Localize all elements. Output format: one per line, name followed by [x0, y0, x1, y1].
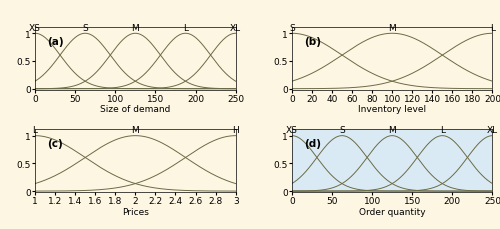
X-axis label: Prices: Prices — [122, 207, 149, 216]
Text: (a): (a) — [47, 36, 64, 46]
Text: XL: XL — [487, 125, 498, 134]
Text: M: M — [132, 24, 139, 33]
X-axis label: Order quantity: Order quantity — [359, 207, 426, 216]
Text: (b): (b) — [304, 36, 321, 46]
Text: XL: XL — [230, 24, 241, 33]
Text: L: L — [440, 125, 445, 134]
Text: S: S — [339, 125, 345, 134]
Text: (c): (c) — [47, 138, 63, 148]
Text: L: L — [32, 125, 38, 134]
X-axis label: Inventory level: Inventory level — [358, 105, 426, 114]
Text: L: L — [183, 24, 188, 33]
Text: S: S — [82, 24, 88, 33]
Text: XS: XS — [286, 125, 298, 134]
Text: M: M — [388, 125, 396, 134]
X-axis label: Size of demand: Size of demand — [100, 105, 170, 114]
Text: (d): (d) — [304, 138, 321, 148]
Text: XS: XS — [29, 24, 41, 33]
Text: S: S — [289, 24, 294, 33]
Text: M: M — [388, 24, 396, 33]
Text: H: H — [232, 125, 239, 134]
Text: M: M — [132, 125, 139, 134]
Text: L: L — [490, 24, 495, 33]
